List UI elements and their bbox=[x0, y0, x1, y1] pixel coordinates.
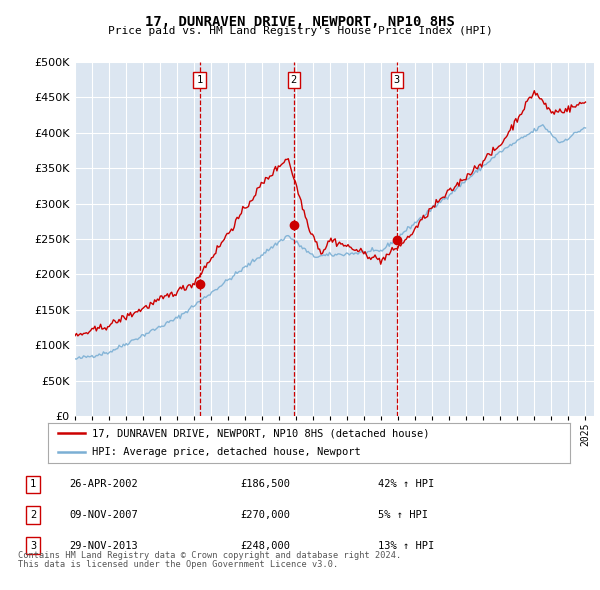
Text: £186,500: £186,500 bbox=[240, 480, 290, 489]
Text: £248,000: £248,000 bbox=[240, 541, 290, 550]
Text: 17, DUNRAVEN DRIVE, NEWPORT, NP10 8HS: 17, DUNRAVEN DRIVE, NEWPORT, NP10 8HS bbox=[145, 15, 455, 29]
Text: 3: 3 bbox=[394, 75, 400, 84]
Text: 17, DUNRAVEN DRIVE, NEWPORT, NP10 8HS (detached house): 17, DUNRAVEN DRIVE, NEWPORT, NP10 8HS (d… bbox=[92, 428, 430, 438]
Text: 09-NOV-2007: 09-NOV-2007 bbox=[69, 510, 138, 520]
Text: 1: 1 bbox=[196, 75, 203, 84]
Text: Contains HM Land Registry data © Crown copyright and database right 2024.: Contains HM Land Registry data © Crown c… bbox=[18, 552, 401, 560]
Text: 13% ↑ HPI: 13% ↑ HPI bbox=[378, 541, 434, 550]
Text: 42% ↑ HPI: 42% ↑ HPI bbox=[378, 480, 434, 489]
Text: £270,000: £270,000 bbox=[240, 510, 290, 520]
Text: 29-NOV-2013: 29-NOV-2013 bbox=[69, 541, 138, 550]
Text: This data is licensed under the Open Government Licence v3.0.: This data is licensed under the Open Gov… bbox=[18, 560, 338, 569]
Text: 1: 1 bbox=[30, 480, 36, 489]
Text: 5% ↑ HPI: 5% ↑ HPI bbox=[378, 510, 428, 520]
Text: Price paid vs. HM Land Registry's House Price Index (HPI): Price paid vs. HM Land Registry's House … bbox=[107, 26, 493, 36]
Text: 2: 2 bbox=[291, 75, 297, 84]
Text: 2: 2 bbox=[30, 510, 36, 520]
Text: 3: 3 bbox=[30, 541, 36, 550]
Text: 26-APR-2002: 26-APR-2002 bbox=[69, 480, 138, 489]
Text: HPI: Average price, detached house, Newport: HPI: Average price, detached house, Newp… bbox=[92, 447, 361, 457]
